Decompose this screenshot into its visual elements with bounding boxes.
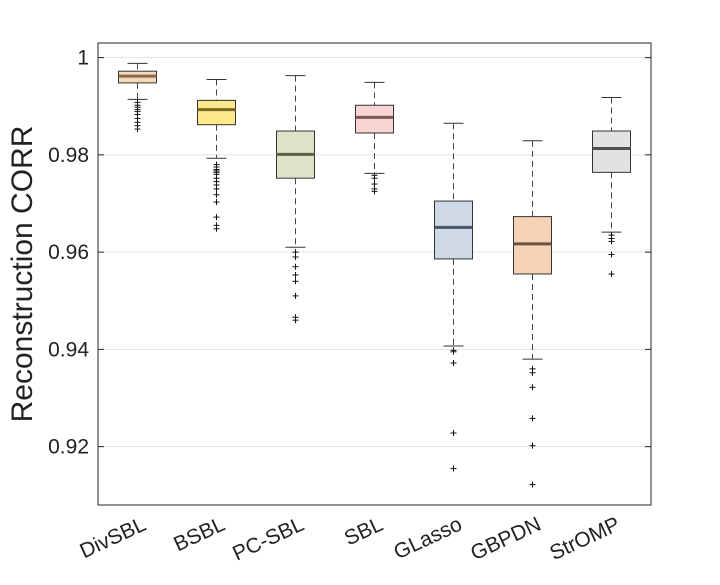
outlier-marker (608, 238, 615, 245)
outlier-marker (450, 359, 457, 366)
box-glasso (434, 122, 473, 472)
outlier-marker (292, 253, 299, 260)
y-tick-label: 1 (77, 47, 89, 70)
box-stromp (592, 96, 631, 277)
outlier-marker (529, 415, 536, 422)
x-tick-label-stromp: StrOMP (546, 513, 623, 565)
outlier-marker (213, 185, 220, 192)
box-gbpdn (513, 140, 552, 488)
outlier-marker (450, 430, 457, 437)
box-iqr (197, 99, 236, 126)
y-axis-title: Reconstruction CORR (6, 126, 39, 423)
box-iqr (592, 130, 631, 173)
box-iqr (434, 200, 473, 260)
outlier-marker (134, 126, 141, 133)
outlier-marker (292, 278, 299, 285)
y-tick-label: 0.92 (48, 436, 89, 459)
outlier-marker (608, 251, 615, 258)
outlier-marker (213, 225, 220, 232)
outlier-marker (292, 263, 299, 270)
outlier-marker (450, 465, 457, 472)
outlier-marker (213, 191, 220, 198)
box-layer (118, 62, 631, 488)
x-tick-label-sbl: SBL (341, 513, 387, 551)
box-divsbl (118, 62, 157, 133)
outlier-marker (529, 442, 536, 449)
y-tick-label: 0.94 (48, 338, 89, 361)
outlier-marker (529, 384, 536, 391)
plot-border (97, 42, 652, 506)
x-tick-label-glasso: GLasso (390, 513, 465, 564)
y-tick-label: 0.96 (48, 241, 89, 264)
outlier-marker (213, 214, 220, 221)
x-tick-label-bsbl: BSBL (170, 513, 228, 557)
outlier-marker (608, 271, 615, 277)
x-tick-label-divsbl: DivSBL (76, 513, 149, 563)
box-sbl (355, 81, 394, 195)
y-tick-label: 0.98 (48, 144, 89, 167)
outlier-marker (529, 481, 536, 488)
outlier-marker (529, 369, 536, 376)
outlier-marker (450, 348, 457, 355)
outlier-marker (371, 188, 378, 195)
box-pc-sbl (276, 75, 315, 324)
outlier-marker (213, 199, 220, 206)
box-bsbl (197, 78, 236, 232)
x-tick-label-pc-sbl: PC-SBL (229, 513, 307, 566)
outlier-marker (292, 317, 299, 324)
box-iqr (355, 104, 394, 134)
outlier-marker (292, 292, 299, 299)
outlier-marker (371, 175, 378, 182)
x-tick-label-gbpdn: GBPDN (467, 513, 544, 565)
outlier-marker (292, 271, 299, 278)
